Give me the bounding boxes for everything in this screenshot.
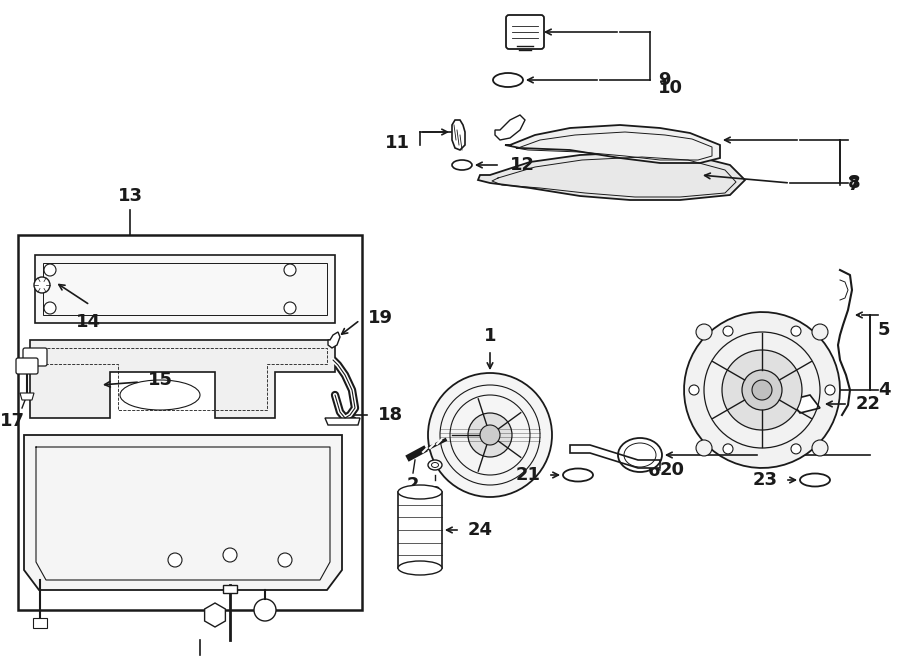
Circle shape [812,440,828,456]
Text: 6: 6 [648,462,661,480]
Circle shape [812,324,828,340]
FancyBboxPatch shape [23,348,47,366]
Text: 2: 2 [407,476,419,494]
Text: 14: 14 [76,313,101,331]
Text: 17: 17 [0,412,24,430]
Text: 4: 4 [878,381,890,399]
Circle shape [752,380,772,400]
Polygon shape [505,125,720,163]
Ellipse shape [398,485,442,499]
Polygon shape [33,618,47,628]
Circle shape [722,350,802,430]
Circle shape [723,326,733,336]
Bar [43,263,327,315]
Circle shape [44,302,56,314]
Polygon shape [684,312,840,468]
Circle shape [223,548,237,562]
Text: 19: 19 [368,309,393,327]
Ellipse shape [428,460,442,470]
Text: 9: 9 [658,71,670,89]
Text: 23: 23 [753,471,778,489]
Polygon shape [328,332,340,348]
Bar [18,235,362,610]
Text: 12: 12 [510,156,535,174]
Bar [398,492,442,568]
Text: 24: 24 [468,521,493,539]
Text: 15: 15 [148,371,173,389]
Polygon shape [20,393,34,400]
Polygon shape [24,435,342,590]
Text: 18: 18 [378,406,403,424]
Text: 7: 7 [848,176,860,194]
Text: 20: 20 [660,461,685,479]
Circle shape [278,553,292,567]
Circle shape [791,444,801,454]
Circle shape [168,553,182,567]
Circle shape [696,324,712,340]
Text: 13: 13 [118,187,142,205]
Text: 21: 21 [516,466,541,484]
Circle shape [689,385,699,395]
Text: 10: 10 [658,79,683,97]
Circle shape [723,444,733,454]
Circle shape [428,373,552,497]
Circle shape [480,425,500,445]
Polygon shape [495,115,525,140]
Circle shape [791,326,801,336]
Text: 3: 3 [428,485,441,503]
Bar [35,255,335,323]
Ellipse shape [398,561,442,575]
Polygon shape [325,418,360,425]
Circle shape [254,599,276,621]
Text: 5: 5 [878,321,890,339]
Circle shape [468,413,512,457]
FancyBboxPatch shape [506,15,544,49]
Polygon shape [452,120,465,150]
Polygon shape [478,152,745,200]
Circle shape [825,385,835,395]
Circle shape [284,302,296,314]
Polygon shape [790,395,820,413]
FancyBboxPatch shape [16,358,38,374]
Polygon shape [570,445,660,468]
Polygon shape [30,340,335,418]
Text: 1: 1 [484,327,496,345]
Circle shape [34,277,50,293]
Circle shape [696,440,712,456]
Circle shape [284,264,296,276]
Polygon shape [223,585,237,593]
Circle shape [742,370,782,410]
Polygon shape [204,603,225,627]
Text: 8: 8 [848,174,860,192]
Circle shape [44,264,56,276]
Text: 11: 11 [385,134,410,152]
Text: 22: 22 [856,395,881,413]
